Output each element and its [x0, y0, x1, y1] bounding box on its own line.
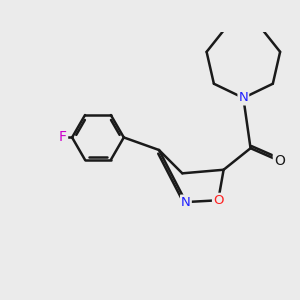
Text: O: O	[213, 194, 224, 207]
Text: N: N	[238, 92, 248, 104]
Text: O: O	[274, 154, 285, 168]
Text: N: N	[181, 196, 191, 208]
Text: F: F	[59, 130, 67, 144]
